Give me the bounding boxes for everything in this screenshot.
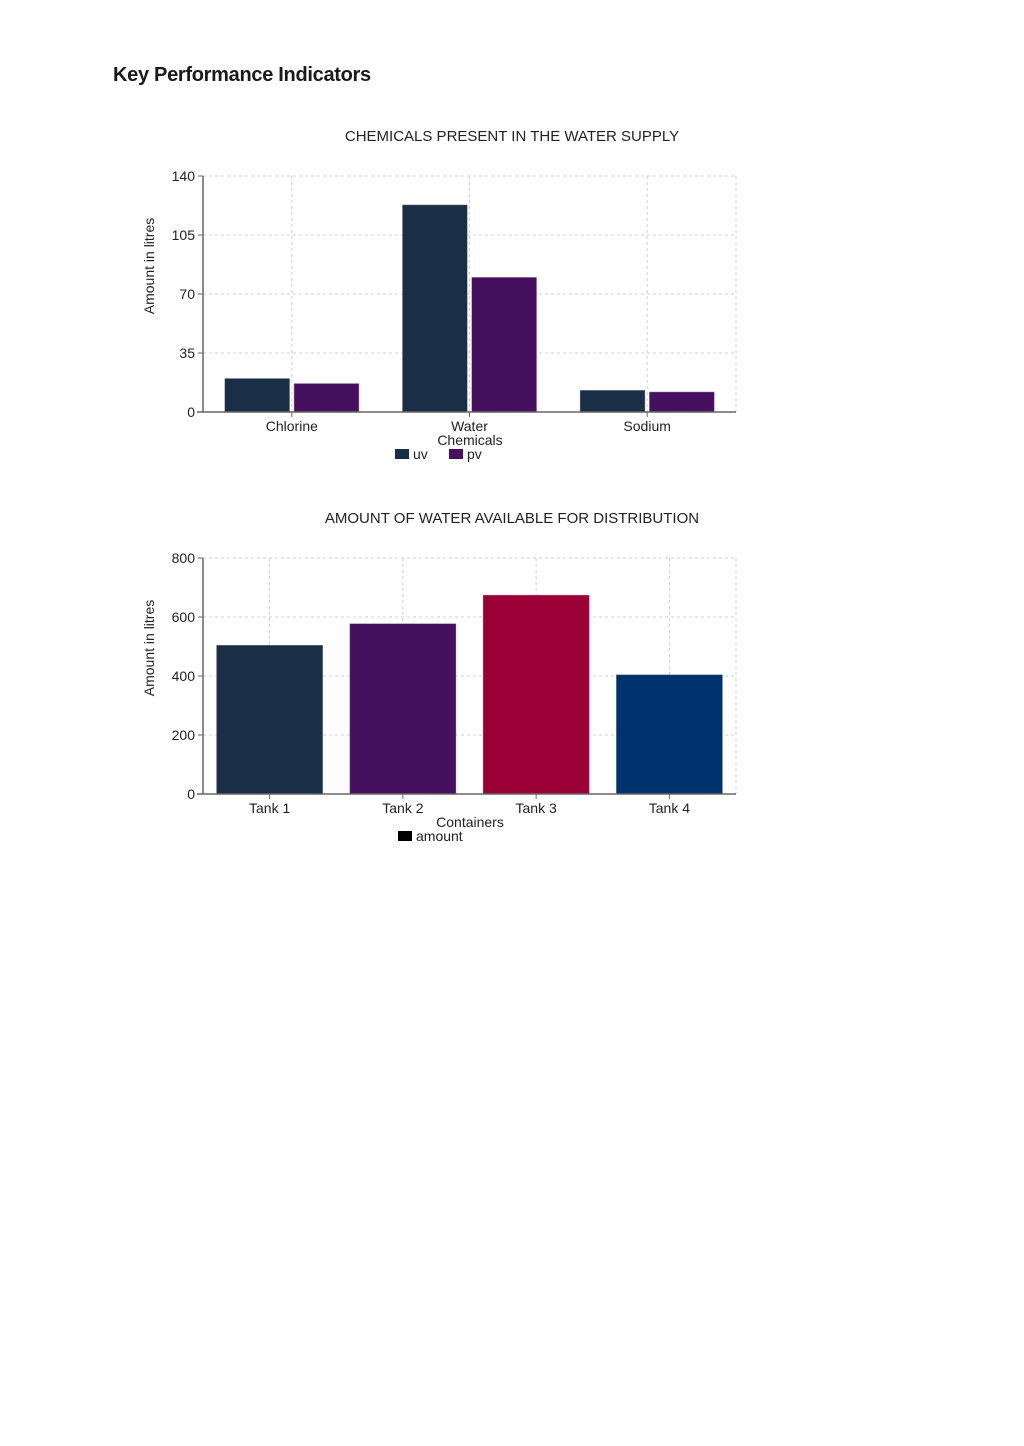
bar-tank-3-amount[interactable] xyxy=(482,594,590,795)
chemicals-bar-chart: 0 35 70 105 140 Chlorine Water Sodium Chemicals A… xyxy=(141,168,737,462)
legend-swatch-pv[interactable] xyxy=(449,449,463,459)
page-title: Key Performance Indicators xyxy=(113,64,371,86)
x-axis-label: Chemicals xyxy=(437,432,502,448)
y-tick-label: 105 xyxy=(172,227,196,243)
bar-sodium-pv[interactable] xyxy=(648,391,715,413)
bar-water-uv[interactable] xyxy=(401,204,468,413)
x-tick-label: Tank 4 xyxy=(649,800,690,816)
bar-chlorine-pv[interactable] xyxy=(293,382,360,413)
bar-chlorine-uv[interactable] xyxy=(224,377,291,413)
y-tick-label: 70 xyxy=(179,286,195,302)
y-tick-label: 140 xyxy=(172,168,196,184)
bar-tank-2-amount[interactable] xyxy=(349,622,457,795)
water-distribution-bar-chart: 0 200 400 600 800 Tank 1 Tank 2 Tank 3 Tank 4 Con… xyxy=(141,550,737,844)
bar-tank-4-amount[interactable] xyxy=(615,674,724,795)
y-tick-label: 0 xyxy=(187,404,195,420)
legend-swatch-amount[interactable] xyxy=(398,831,412,841)
x-axis-label: Containers xyxy=(436,814,504,830)
y-tick-label: 200 xyxy=(172,727,196,743)
x-tick-label: Tank 2 xyxy=(382,800,423,816)
y-tick-label: 600 xyxy=(172,609,196,625)
legend-label-pv[interactable]: pv xyxy=(467,446,482,462)
y-tick-label: 35 xyxy=(179,345,195,361)
bar-sodium-uv[interactable] xyxy=(579,389,646,413)
chemicals-chart-title: CHEMICALS PRESENT IN THE WATER SUPPLY xyxy=(344,128,680,145)
legend-label-amount[interactable]: amount xyxy=(416,828,463,844)
x-tick-label: Tank 1 xyxy=(249,800,290,816)
y-axis-label: Amount in litres xyxy=(141,600,157,696)
x-tick-label: Chlorine xyxy=(266,418,318,434)
legend-label-uv[interactable]: uv xyxy=(413,446,428,462)
x-tick-label: Tank 3 xyxy=(516,800,557,816)
water-chart-title: AMOUNT OF WATER AVAILABLE FOR DISTRIBUTI… xyxy=(324,510,700,527)
x-tick-label: Sodium xyxy=(623,418,670,434)
bar-tank-1-amount[interactable] xyxy=(215,644,324,795)
x-tick-label: Water xyxy=(451,418,488,434)
y-axis-label: Amount in litres xyxy=(141,218,157,314)
bar-water-pv[interactable] xyxy=(471,276,538,413)
y-tick-label: 400 xyxy=(172,668,196,684)
y-tick-label: 800 xyxy=(172,550,196,566)
y-tick-label: 0 xyxy=(187,786,195,802)
legend-swatch-uv[interactable] xyxy=(395,449,409,459)
